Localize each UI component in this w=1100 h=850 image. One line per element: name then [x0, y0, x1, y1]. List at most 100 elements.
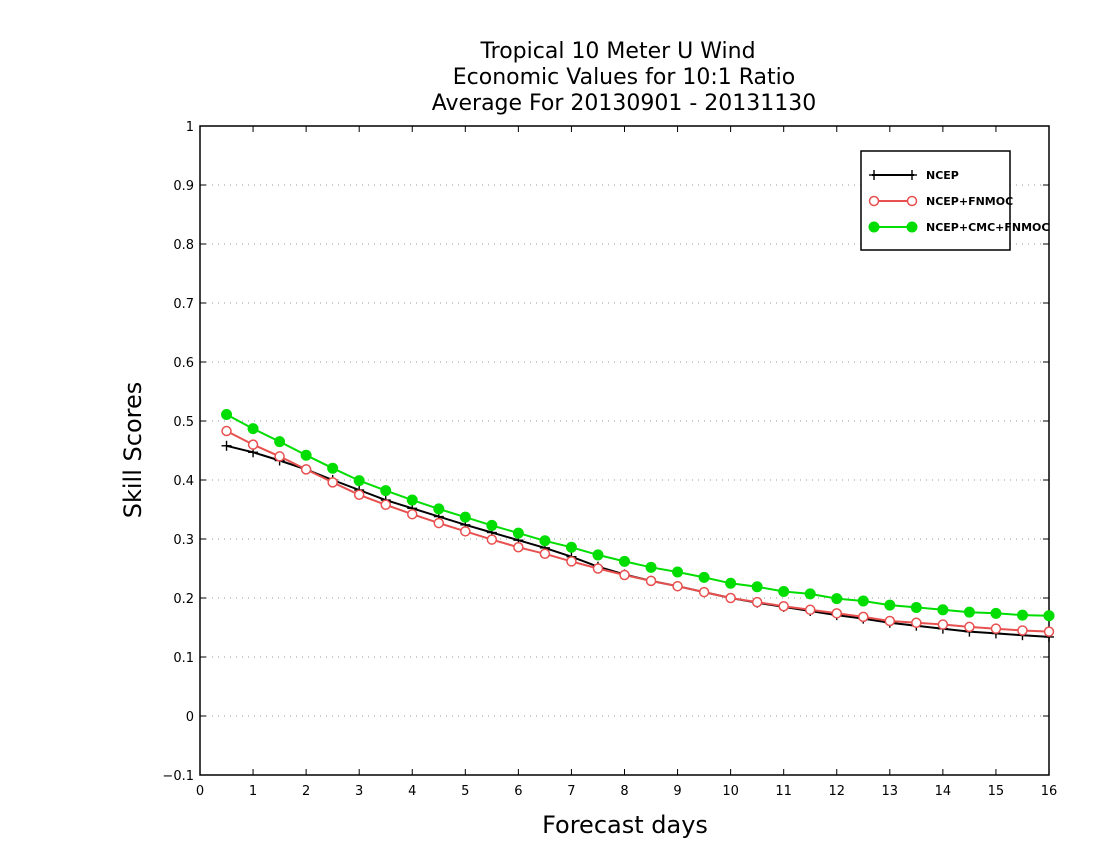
data-point [406, 494, 418, 506]
data-point [300, 464, 312, 475]
data-point [327, 477, 338, 488]
y-tick-label: 0.1 [173, 651, 194, 666]
y-tick-label: 0.9 [173, 179, 194, 194]
y-tick-label: 0 [186, 710, 194, 725]
x-tick-label: 11 [775, 784, 792, 799]
data-point [672, 566, 684, 578]
data-point [1016, 609, 1028, 621]
y-tick-label: 0.4 [173, 474, 194, 489]
data-point [937, 619, 949, 630]
axis-ticks: −0.100.10.20.30.40.50.60.70.80.910 1 2 3 4 5 6… [162, 120, 1057, 799]
data-point [539, 535, 551, 547]
data-point [725, 577, 737, 589]
data-point [247, 423, 259, 435]
data-point [911, 617, 922, 629]
chart-title-line-2: Economic Values for 10:1 Ratio [453, 65, 795, 90]
data-point [1043, 626, 1055, 637]
data-point [592, 549, 604, 561]
data-point [645, 575, 657, 587]
legend-label: NCEP+CMC+FNMOC [926, 221, 1049, 234]
data-point [751, 581, 763, 593]
data-point [459, 511, 471, 523]
data-point [407, 508, 418, 520]
legend-entry-ncep-cmc-fnmoc: NCEP+CMC+FNMOC [868, 221, 1049, 234]
chart-title: Tropical 10 Meter U Wind Economic Values… [432, 39, 817, 116]
data-point [778, 601, 789, 612]
data-point [831, 593, 843, 605]
legend-label: NCEP [926, 169, 959, 182]
data-point [433, 517, 445, 529]
x-tick-label: 10 [722, 784, 739, 799]
data-point [619, 555, 630, 567]
data-point [1017, 625, 1028, 636]
data-point [910, 601, 922, 613]
x-tick-label: 6 [514, 784, 522, 799]
data-point [884, 599, 896, 611]
data-point [964, 621, 975, 633]
grid-lines [200, 184, 1049, 717]
data-point [868, 221, 880, 233]
data-point [353, 489, 365, 500]
y-tick-label: 1 [186, 120, 194, 135]
data-point [221, 409, 233, 421]
data-point [778, 586, 790, 598]
data-point [906, 195, 918, 207]
data-point [906, 221, 918, 233]
x-tick-label: 7 [567, 784, 575, 799]
data-point [513, 542, 524, 553]
y-axis-title: Skill Scores [119, 382, 147, 519]
y-tick-label: 0.3 [173, 533, 194, 548]
data-point [804, 604, 816, 616]
data-point [566, 556, 577, 567]
data-point [990, 623, 1002, 634]
data-point [247, 439, 259, 450]
legend-box [860, 150, 1011, 251]
legend-entries: NCEP NCEP+FNMOC NCEP+CMC+FNMOC [868, 169, 1049, 234]
y-tick-label: 0.8 [173, 238, 194, 253]
y-tick-label: 0.7 [173, 297, 194, 312]
data-point [512, 527, 524, 539]
data-point [300, 449, 312, 461]
data-point [831, 608, 842, 619]
data-point [539, 548, 551, 559]
series-lines [221, 409, 1055, 642]
x-tick-label: 9 [673, 784, 681, 799]
data-point [868, 195, 880, 207]
data-point [804, 588, 816, 600]
series-line [226, 413, 1050, 617]
data-point [751, 596, 763, 608]
data-point [460, 526, 471, 537]
x-tick-label: 4 [408, 784, 416, 799]
data-point [858, 611, 869, 623]
x-tick-label: 16 [1041, 784, 1058, 799]
data-point [433, 503, 445, 515]
x-axis-title: Forecast days [542, 811, 708, 839]
data-point [274, 436, 286, 448]
series-ncep-fnmoc [221, 425, 1055, 637]
data-point [274, 451, 285, 462]
x-tick-label: 12 [828, 784, 845, 799]
data-point [672, 580, 683, 592]
data-point [698, 571, 710, 583]
data-point [937, 604, 949, 616]
legend-entry-ncep: NCEP [869, 169, 959, 182]
series-ncep [221, 440, 1054, 642]
x-tick-label: 13 [882, 784, 899, 799]
x-tick-label: 2 [302, 784, 310, 799]
data-point [619, 569, 630, 581]
x-tick-label: 8 [620, 784, 628, 799]
x-tick-label: 15 [988, 784, 1005, 799]
data-point [353, 475, 365, 487]
x-tick-label: 14 [935, 784, 952, 799]
x-tick-label: 1 [249, 784, 257, 799]
data-point [884, 615, 896, 627]
y-tick-label: 0.6 [173, 356, 194, 371]
data-point [486, 519, 498, 531]
data-point [645, 561, 657, 573]
data-point [380, 499, 391, 511]
data-point [380, 485, 392, 497]
data-point [725, 592, 736, 604]
x-tick-label: 5 [461, 784, 469, 799]
legend: NCEP NCEP+FNMOC NCEP+CMC+FNMOC [860, 150, 1049, 251]
y-tick-label: 0.5 [173, 415, 194, 430]
